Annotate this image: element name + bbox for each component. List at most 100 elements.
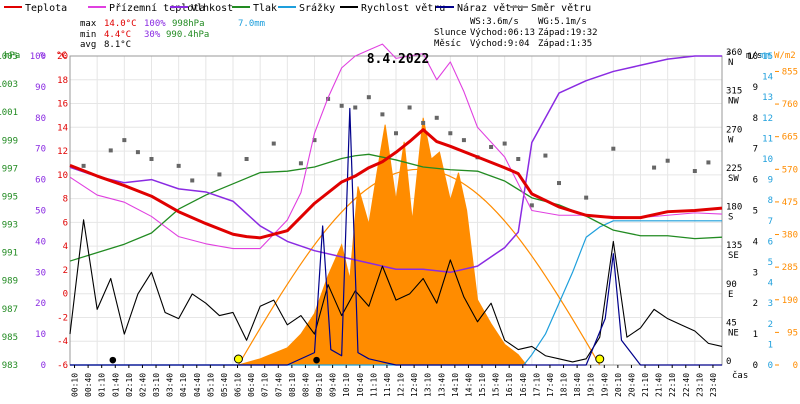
dir-tick-compass: N bbox=[728, 58, 733, 68]
axes-layer: 1005100310019999979959939919899879859831… bbox=[0, 48, 798, 397]
x-tick: 05:10 bbox=[206, 373, 215, 397]
hpa-tick: 983 bbox=[2, 361, 18, 371]
x-tick: 20:10 bbox=[614, 373, 623, 397]
solar-theory-curve bbox=[237, 168, 601, 366]
stat-max-temp: 14.0°C bbox=[104, 19, 137, 29]
x-tick: 17:10 bbox=[532, 373, 541, 397]
moonrise-marker: ● bbox=[313, 353, 320, 366]
dir-tick: 315 bbox=[726, 87, 742, 97]
sunset-marker bbox=[595, 354, 605, 364]
x-tick: 06:10 bbox=[234, 373, 243, 397]
hpa-tick: 991 bbox=[2, 249, 18, 259]
pct-tick: 50 bbox=[35, 207, 46, 217]
wind-dir-point bbox=[652, 165, 657, 170]
stat-ws: WS:3.6m/s bbox=[470, 17, 519, 27]
wind-dir-point bbox=[81, 163, 86, 168]
wm2-tick: 380 bbox=[782, 231, 798, 241]
temp-tick: -6 bbox=[57, 361, 68, 371]
wind-dir-point bbox=[421, 120, 426, 125]
x-tick: 04:40 bbox=[193, 373, 202, 397]
mm-tick: 12 bbox=[762, 114, 773, 124]
temp-tick: 4 bbox=[63, 242, 68, 252]
dir-tick: 90 bbox=[726, 280, 737, 290]
ms-tick: 9 bbox=[753, 83, 758, 93]
axis-dir-label: ° bbox=[726, 51, 731, 61]
dir-tick: 180 bbox=[726, 203, 742, 213]
wind-dir-point bbox=[312, 138, 317, 143]
wind-speed-line bbox=[69, 219, 723, 363]
dir-tick-compass: S bbox=[728, 213, 733, 223]
sunrise-marker bbox=[233, 354, 243, 364]
x-tick: 22:40 bbox=[682, 373, 691, 397]
legend-tlak: Tlak bbox=[253, 3, 277, 14]
x-tick: 06:40 bbox=[247, 373, 256, 397]
wind-dir-point bbox=[108, 148, 113, 153]
moonset-marker: ● bbox=[109, 353, 116, 366]
stat-avg-temp: 8.1°C bbox=[104, 40, 131, 50]
axis-pct-label: % bbox=[40, 51, 46, 61]
axis-ms-label: m/s bbox=[746, 51, 762, 61]
mm-tick: 8 bbox=[768, 196, 773, 206]
pct-tick: 20 bbox=[35, 299, 46, 309]
hpa-tick: 995 bbox=[2, 192, 18, 202]
temp-tick: 10 bbox=[57, 171, 68, 181]
pct-tick: 10 bbox=[35, 330, 46, 340]
pct-tick: 0 bbox=[41, 361, 46, 371]
x-tick: 10:40 bbox=[356, 373, 365, 397]
x-tick: 19:40 bbox=[600, 373, 609, 397]
x-tick: 09:10 bbox=[315, 373, 324, 397]
mm-tick: 3 bbox=[768, 299, 773, 309]
wind-dir-point bbox=[394, 131, 398, 136]
wind-dir-point bbox=[461, 138, 466, 143]
mm-tick: 0 bbox=[768, 361, 773, 371]
stat-moon-set: Západ:1:35 bbox=[538, 39, 592, 49]
x-tick: 16:10 bbox=[505, 373, 514, 397]
mm-tick: 13 bbox=[762, 93, 773, 103]
mm-tick: 1 bbox=[768, 340, 773, 350]
pct-tick: 70 bbox=[35, 145, 46, 155]
stat-min-hum: 30% bbox=[144, 30, 161, 40]
mm-tick: 9 bbox=[768, 176, 773, 186]
stat-min-label: min bbox=[80, 30, 96, 40]
mm-tick: 10 bbox=[762, 155, 773, 165]
legend-naraz-vetru: Náraz větru bbox=[457, 2, 523, 14]
dir-tick-compass: W bbox=[728, 135, 734, 145]
wind-gust-line bbox=[70, 107, 722, 366]
wind-dir-point bbox=[584, 195, 589, 200]
stat-max-hum: 100% bbox=[144, 19, 166, 29]
hpa-tick: 999 bbox=[2, 136, 18, 146]
temp-tick: -4 bbox=[57, 337, 68, 347]
x-tick: 13:40 bbox=[437, 373, 446, 397]
stat-max-press: 998hPa bbox=[172, 19, 205, 29]
dir-tick-compass: E bbox=[728, 290, 733, 300]
solar-radiation-area-path bbox=[238, 117, 528, 366]
x-tick: 19:10 bbox=[587, 373, 596, 397]
temp-tick: 12 bbox=[57, 147, 68, 157]
mm-tick: 4 bbox=[768, 279, 773, 289]
chart-title: 8.4.2022 bbox=[367, 52, 430, 67]
temp-tick: 8 bbox=[63, 195, 68, 205]
temp-tick: 16 bbox=[57, 100, 68, 110]
temp-tick: 0 bbox=[63, 290, 68, 300]
ms-tick: 5 bbox=[753, 207, 758, 217]
stat-min-press: 990.4hPa bbox=[166, 30, 209, 40]
x-tick: 02:40 bbox=[138, 373, 147, 397]
wind-dir-point bbox=[407, 105, 412, 110]
wind-dir-point bbox=[244, 157, 249, 161]
ms-tick: 10 bbox=[747, 52, 758, 62]
ms-tick: 3 bbox=[753, 268, 758, 278]
wind-dir-point bbox=[434, 115, 439, 120]
axis-hpa-label: hPa bbox=[4, 51, 20, 61]
pct-tick: 60 bbox=[35, 176, 46, 186]
wind-dir-point bbox=[217, 172, 222, 177]
pressure-line bbox=[69, 153, 723, 262]
wm2-tick: 855 bbox=[782, 67, 798, 77]
ms-tick: 8 bbox=[753, 114, 758, 124]
wind-dir-point bbox=[448, 131, 453, 136]
wm2-tick: 95 bbox=[787, 328, 798, 338]
x-tick: 12:40 bbox=[410, 373, 419, 397]
